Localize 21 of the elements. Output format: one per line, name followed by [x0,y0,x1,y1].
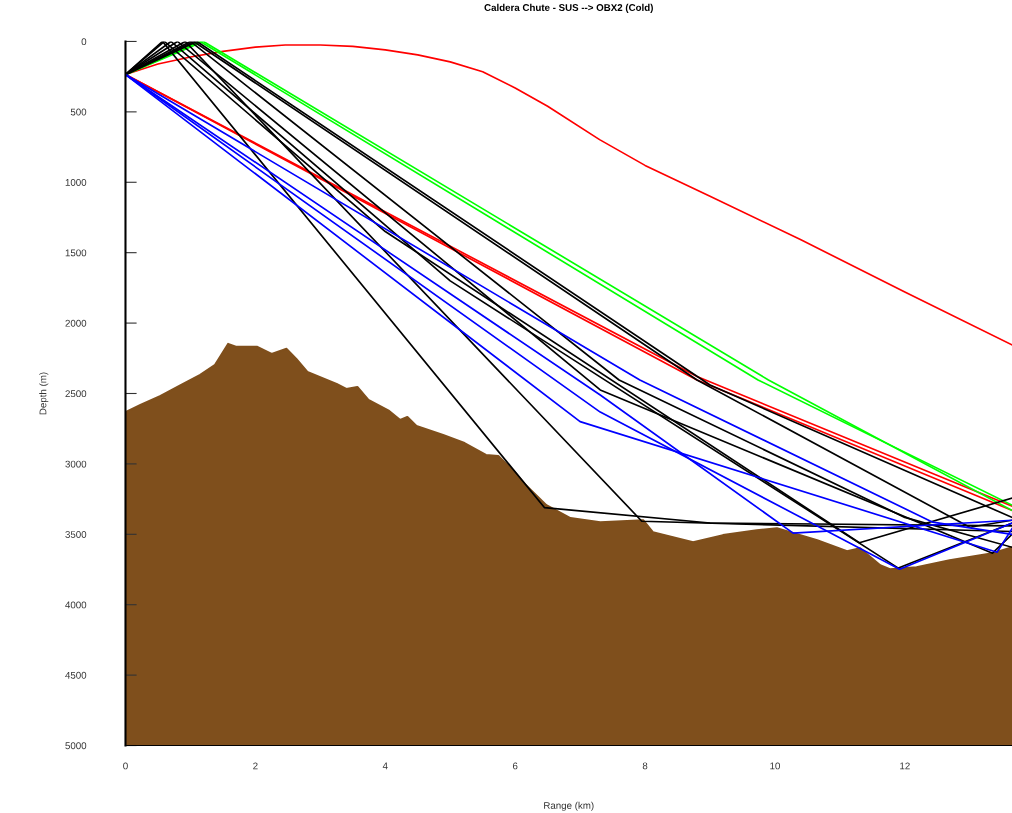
y-tick-label: 3000 [65,460,87,468]
chart-title: Caldera Chute - SUS --> OBX2 (Cold) [484,3,653,13]
x-tick-label: 8 [642,762,648,770]
x-tick-label: 4 [382,762,388,770]
y-tick-label: 1000 [65,179,87,186]
x-tick-label: 0 [123,762,128,770]
x-tick-label: 2 [253,762,258,770]
y-tick-label: 0 [81,38,87,46]
x-axis-title: Range (km) [544,801,594,811]
y-tick-label: 5000 [65,742,87,750]
y-tick-label: 2500 [65,390,87,398]
y-tick-label: 4000 [65,601,87,609]
y-axis-title: Depth (m) [39,372,49,415]
y-tick-label: 4500 [65,671,87,679]
x-tick-label: 12 [900,762,910,770]
y-tick-label: 1500 [65,249,87,257]
y-tick-label: 500 [70,108,87,116]
y-tick-label: 2000 [65,319,87,327]
x-tick-label: 10 [770,762,780,770]
y-tick-label: 3500 [65,531,87,538]
x-tick-label: 6 [512,762,518,770]
